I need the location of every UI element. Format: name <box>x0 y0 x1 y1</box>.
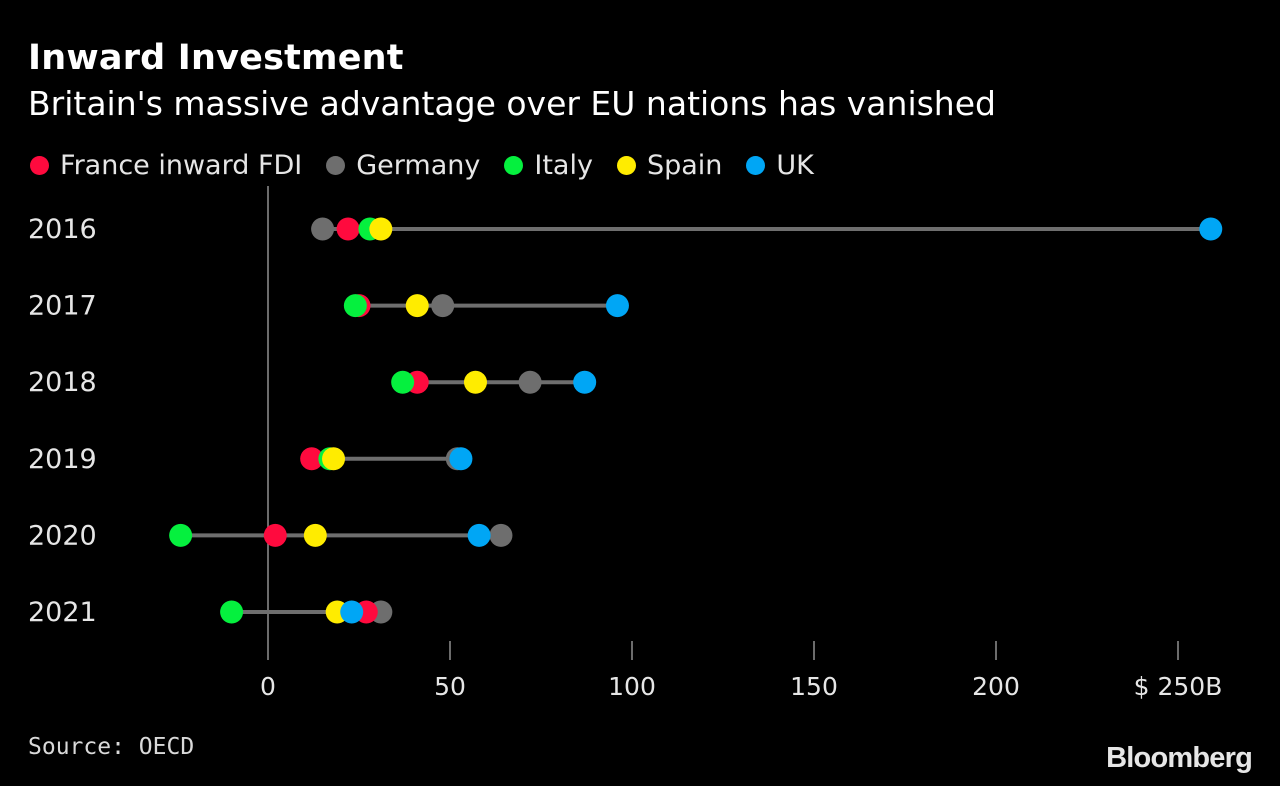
dot-italy-2020 <box>169 523 193 547</box>
x-tick-label-100: 100 <box>608 672 656 701</box>
dot-germany-2016 <box>311 217 335 241</box>
legend-label-germany: Germany <box>356 150 481 181</box>
dot-uk-2016 <box>1199 217 1223 241</box>
x-tick-label-200: 200 <box>972 672 1020 701</box>
dot-italy-2021 <box>220 600 244 624</box>
dot-spain-2016 <box>369 217 393 241</box>
x-tick-label-150: 150 <box>790 672 838 701</box>
dot-germany-2018 <box>518 370 542 394</box>
year-label-2016: 2016 <box>28 214 97 245</box>
bloomberg-logo: Bloomberg <box>1106 742 1253 774</box>
year-label-2017: 2017 <box>28 291 97 322</box>
legend: France inward FDI Germany Italy Spain UK <box>30 150 838 181</box>
x-tick-label-50: 50 <box>434 672 466 701</box>
dot-uk-2020 <box>467 523 491 547</box>
year-label-2020: 2020 <box>28 520 97 551</box>
legend-label-spain: Spain <box>646 150 723 181</box>
x-tick-label-0: 0 <box>260 672 276 701</box>
dot-italy-2017 <box>343 294 367 318</box>
year-label-2018: 2018 <box>28 367 97 398</box>
legend-item-france: France inward FDI <box>30 150 302 181</box>
dot-spain-2020 <box>303 523 327 547</box>
year-label-2021: 2021 <box>28 597 97 628</box>
legend-label-france: France inward FDI <box>60 150 303 181</box>
legend-label-uk: UK <box>776 150 814 181</box>
legend-dot-spain <box>616 156 636 175</box>
legend-dot-italy <box>504 156 524 175</box>
dot-france-2019 <box>300 447 324 471</box>
legend-item-spain: Spain <box>616 150 723 181</box>
legend-item-uk: UK <box>746 150 814 181</box>
legend-item-germany: Germany <box>326 150 480 181</box>
dot-spain-2018 <box>463 370 487 394</box>
year-label-2019: 2019 <box>28 444 97 475</box>
dot-uk-2018 <box>573 370 597 394</box>
legend-item-italy: Italy <box>504 150 593 181</box>
source-note: Source: OECD <box>28 734 195 760</box>
dot-germany-2017 <box>431 294 455 318</box>
legend-label-italy: Italy <box>534 150 593 181</box>
legend-dot-france <box>30 156 49 175</box>
dot-france-2016 <box>336 217 360 241</box>
dot-uk-2017 <box>605 294 629 318</box>
dot-uk-2021 <box>340 600 364 624</box>
legend-dot-germany <box>326 156 346 175</box>
chart-subtitle: Britain's massive advantage over EU nati… <box>28 84 996 123</box>
x-tick-label-250: $ 250B <box>1134 672 1223 701</box>
chart-title: Inward Investment <box>28 38 404 78</box>
dot-spain-2017 <box>405 294 429 318</box>
dot-italy-2018 <box>391 370 415 394</box>
dot-spain-2019 <box>322 447 346 471</box>
legend-dot-uk <box>746 156 766 175</box>
dot-uk-2019 <box>449 447 473 471</box>
dot-germany-2020 <box>489 523 513 547</box>
dot-france-2020 <box>263 523 287 547</box>
